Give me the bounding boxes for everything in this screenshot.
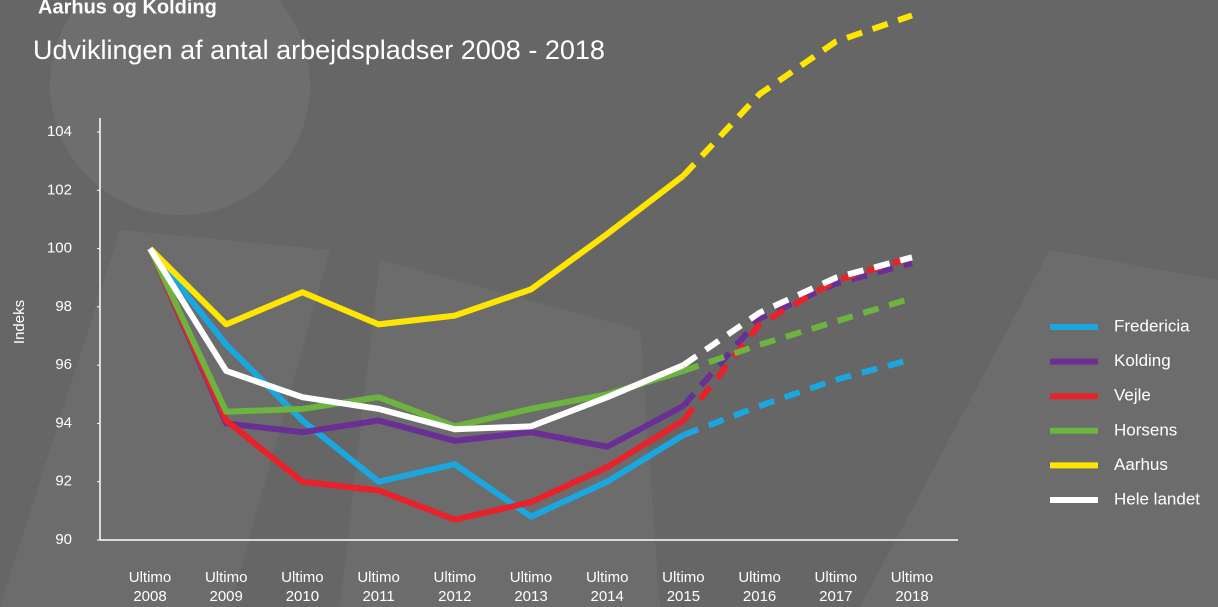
y-tick-label: 102 [47, 181, 72, 198]
x-tick-label: Ultimo 2011 [357, 569, 400, 605]
y-tick-label: 90 [55, 531, 72, 548]
legend-label: Horsens [1114, 420, 1177, 439]
y-tick-label: 100 [47, 240, 72, 257]
x-tick-label: Ultimo 2010 [281, 569, 324, 605]
x-tick-label: Ultimo 2016 [738, 569, 781, 605]
series-line [147, 246, 685, 520]
legend-label: Vejle [1114, 386, 1151, 405]
y-axis-label: Indeks [11, 300, 28, 344]
y-tick-label: 96 [55, 356, 72, 373]
chart-subtitle: Udviklingen af antal arbejdspladser 2008… [33, 35, 605, 65]
projection-line [681, 260, 913, 408]
legend-label: Fredericia [1114, 316, 1190, 335]
x-tick-label: Ultimo 2008 [129, 569, 172, 605]
y-tick-label: 104 [47, 123, 72, 140]
x-tick-label: Ultimo 2018 [891, 569, 934, 605]
x-tick-label: Ultimo 2017 [815, 569, 858, 605]
projection-line [681, 12, 913, 178]
y-tick-label: 94 [55, 414, 72, 431]
series-line [147, 247, 685, 430]
legend-label: Kolding [1114, 351, 1171, 370]
projection-line [681, 254, 913, 423]
projection-line [682, 295, 913, 374]
x-tick-label: Ultimo 2013 [510, 569, 553, 605]
x-tick-label: Ultimo 2015 [662, 569, 705, 605]
projection-line [682, 356, 913, 438]
y-tick-label: 98 [55, 298, 72, 315]
series-line [147, 246, 685, 433]
series-line [147, 247, 685, 523]
chart-title: Aarhus og Kolding [38, 0, 217, 18]
x-tick-label: Ultimo 2014 [586, 569, 629, 605]
series-line [147, 173, 686, 328]
y-tick-label: 92 [55, 473, 72, 490]
series-line [147, 247, 685, 450]
x-tick-label: Ultimo 2012 [434, 569, 477, 605]
legend-label: Hele landet [1114, 489, 1200, 508]
x-tick-label: Ultimo 2009 [205, 569, 248, 605]
legend-label: Aarhus [1114, 455, 1168, 474]
